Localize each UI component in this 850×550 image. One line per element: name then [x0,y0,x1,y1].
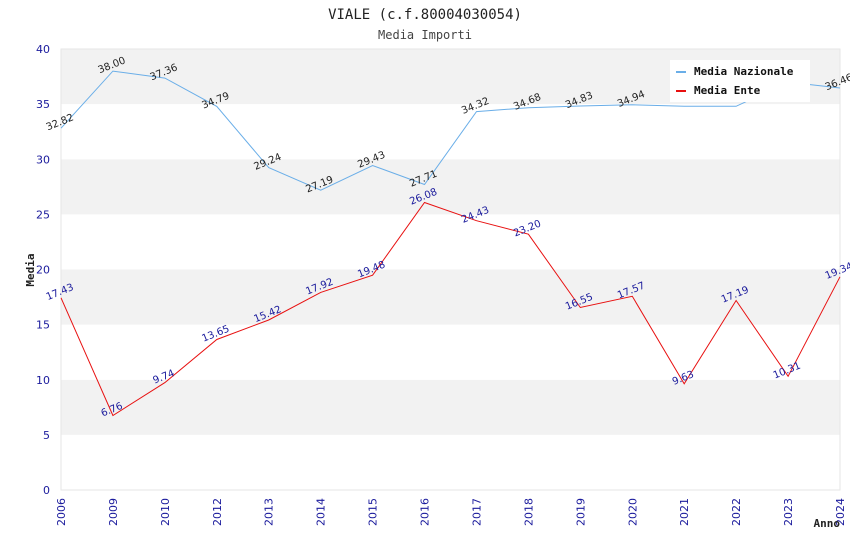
y-tick-label: 10 [36,374,50,387]
x-tick-label: 2017 [470,498,483,526]
x-axis-label: Anno [814,517,841,530]
y-axis-label: Media [24,253,37,286]
chart-subtitle: Media Importi [378,28,472,42]
x-tick-label: 2006 [55,498,68,526]
x-tick-label: 2020 [626,498,639,526]
plot-background-bands [60,48,841,491]
y-tick-label: 0 [43,484,50,497]
x-tick-label: 2023 [782,498,795,526]
grid-band [61,324,840,380]
x-tick-label: 2012 [211,498,224,526]
series-line-media-nazionale [60,70,841,191]
grid-band [61,159,840,215]
x-tick-label: 2015 [367,498,380,526]
grid-band [61,214,840,270]
x-tick-label: 2010 [159,498,172,526]
x-tick-label: 2021 [678,498,691,526]
legend-label-media-nazionale: Media Nazionale [694,65,794,78]
chart-title: VIALE (c.f.80004030054) [328,7,522,23]
grid-band [61,104,840,160]
x-axis: 2006 2009 2010 2012 2013 2014 2015 2016 2017 2018… [55,498,847,526]
grid-band [61,434,840,490]
y-tick-label: 35 [36,98,50,111]
x-tick-label: 2018 [522,498,535,526]
legend-box [670,60,810,102]
legend: Media Nazionale Media Ente [670,60,810,102]
series-line-media-ente [60,201,841,417]
x-tick-label: 2024 [834,498,847,526]
y-tick-label: 25 [36,208,50,221]
plot-border [60,48,841,491]
y-tick-label: 40 [36,43,50,56]
x-tick-label: 2019 [574,498,587,526]
y-tick-label: 5 [43,429,50,442]
grid-band [61,379,840,435]
y-tick-label: 15 [36,319,50,332]
y-tick-label: 20 [36,264,50,277]
x-tick-label: 2014 [315,498,328,526]
x-tick-label: 2022 [730,498,743,526]
y-axis: 0 5 10 15 20 25 30 35 40 [36,43,50,497]
x-tick-label: 2016 [419,498,432,526]
x-tick-label: 2013 [263,498,276,526]
legend-label-media-ente: Media Ente [694,84,761,97]
x-tick-label: 2009 [107,498,120,526]
grid-band [61,269,840,325]
series-lines [60,70,841,417]
y-tick-label: 30 [36,153,50,166]
